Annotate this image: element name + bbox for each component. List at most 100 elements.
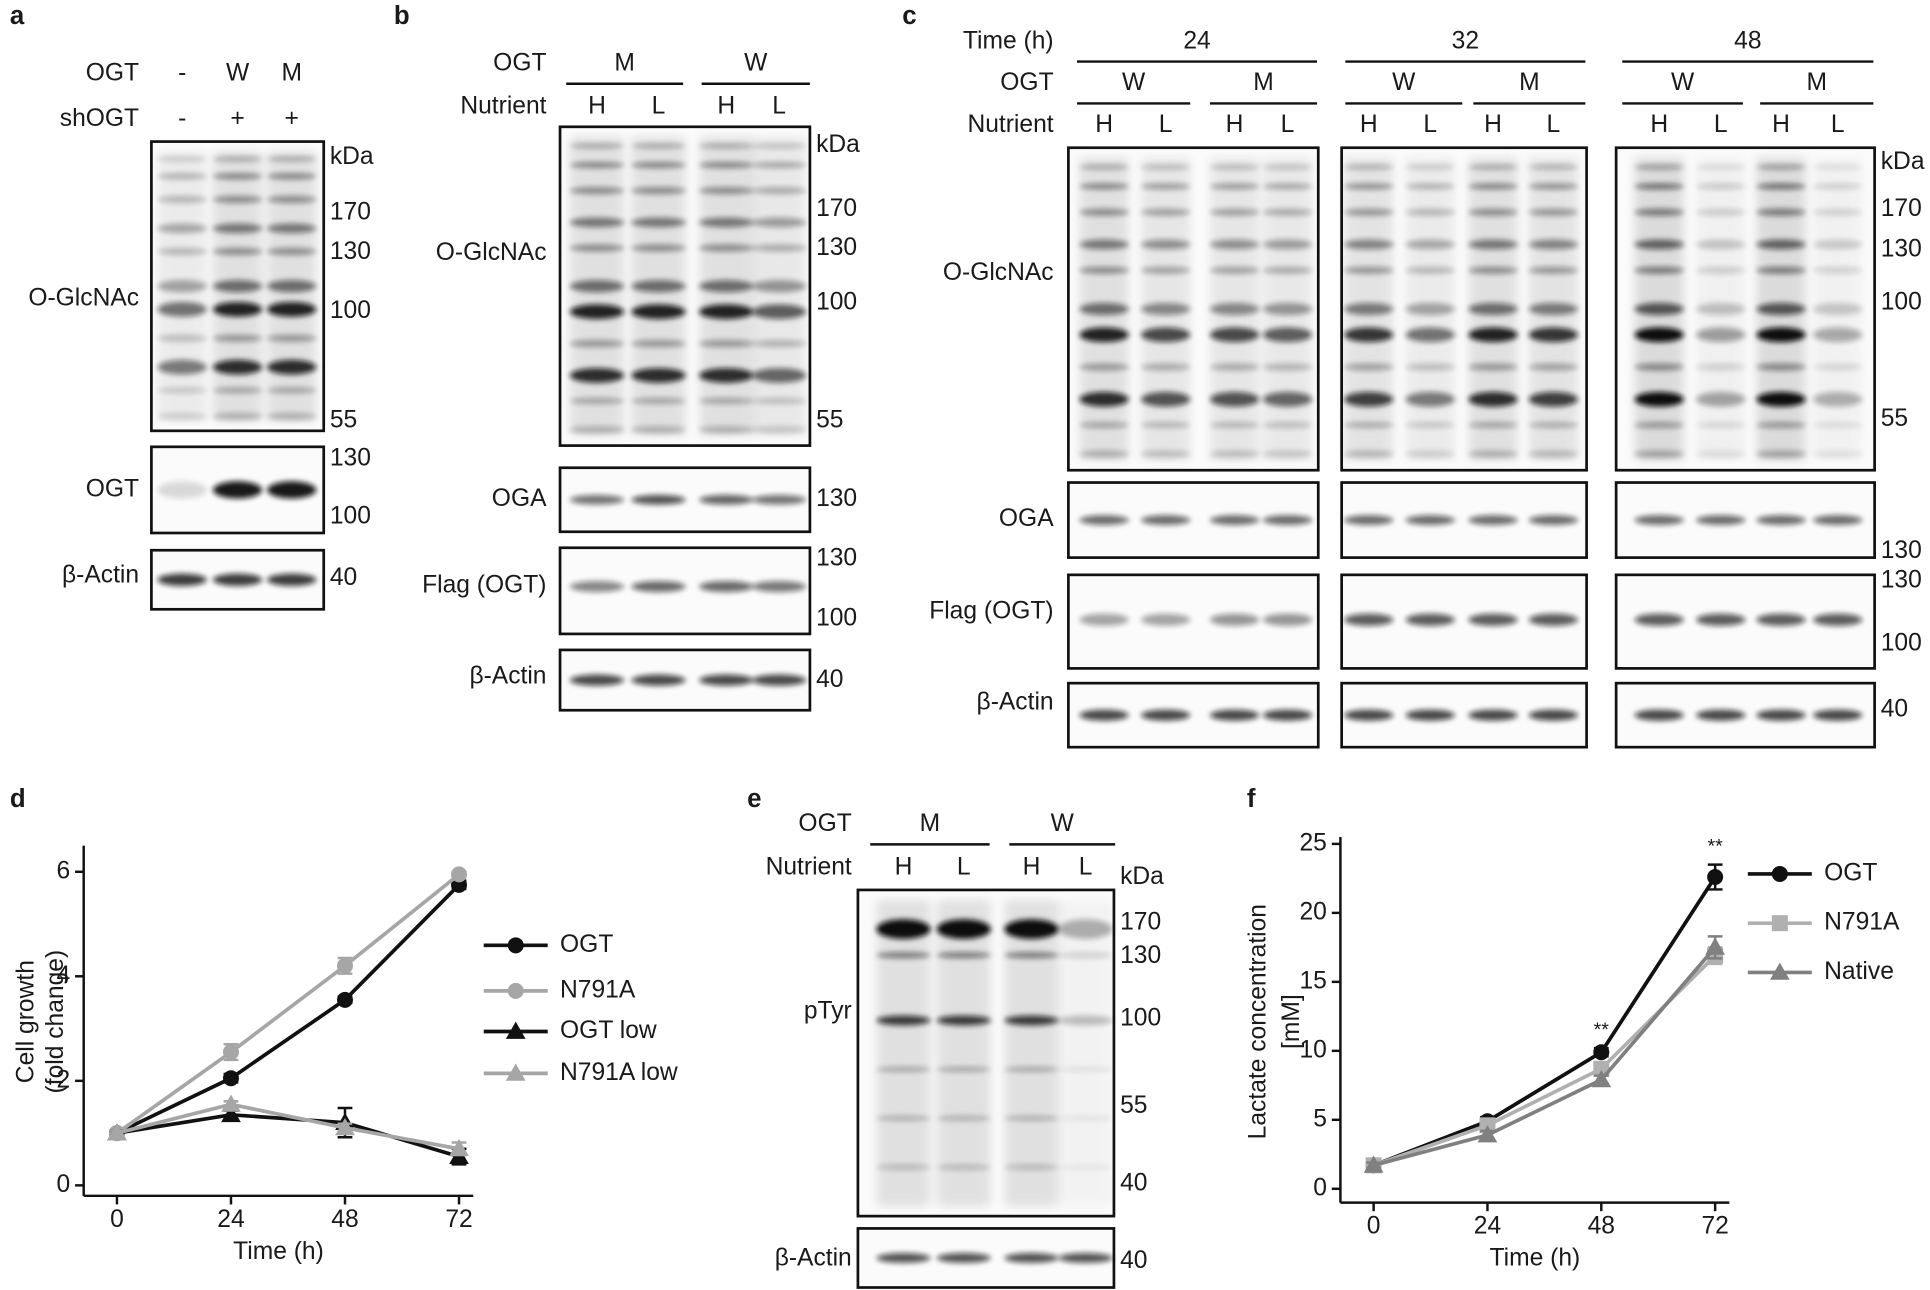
- blot-frame: [856, 1227, 1116, 1289]
- lane-label: H: [588, 93, 606, 120]
- band: [1079, 421, 1129, 429]
- data-point: [336, 991, 353, 1008]
- legend-label: OGT: [560, 931, 613, 958]
- band: [1813, 450, 1863, 458]
- band: [267, 359, 317, 375]
- significance: **: [1707, 836, 1723, 858]
- band: [936, 1015, 991, 1026]
- band: [876, 1253, 931, 1263]
- row-label: OGT: [493, 50, 546, 77]
- band: [1209, 450, 1260, 458]
- band: [1634, 208, 1684, 216]
- band: [1344, 164, 1394, 170]
- band: [212, 173, 263, 180]
- legend-label: N791A: [560, 976, 636, 1003]
- row-label: OGT: [798, 810, 851, 837]
- band: [699, 397, 754, 405]
- band: [1756, 391, 1806, 407]
- band: [631, 143, 686, 149]
- significance: **: [1594, 1019, 1610, 1041]
- band: [212, 156, 263, 162]
- lane-smear: [876, 899, 931, 1207]
- blot-frame: [558, 466, 812, 534]
- band: [1634, 515, 1684, 525]
- group-label: W: [1671, 69, 1695, 96]
- data-point: [221, 1094, 241, 1112]
- band: [1209, 613, 1260, 626]
- data-point: [1593, 1044, 1610, 1061]
- lane-label: L: [1714, 111, 1728, 138]
- blot-label: β-Actin: [62, 562, 139, 589]
- band: [752, 339, 807, 348]
- band: [752, 425, 807, 434]
- band: [1634, 450, 1684, 458]
- lane-smear: [936, 899, 991, 1207]
- band: [267, 247, 317, 256]
- band: [569, 580, 625, 593]
- blot: [1067, 146, 1876, 472]
- band: [631, 368, 686, 383]
- band: [1262, 515, 1313, 525]
- band: [752, 397, 807, 405]
- band: [1141, 709, 1191, 721]
- band: [1528, 327, 1578, 343]
- size-marker: 130: [330, 238, 371, 265]
- band: [157, 412, 207, 421]
- x-tick-label: 72: [445, 1206, 472, 1233]
- group-label: 24: [1183, 27, 1210, 54]
- band: [212, 301, 263, 317]
- band: [1528, 302, 1578, 316]
- band: [752, 143, 807, 149]
- band: [569, 161, 625, 169]
- group-label: M: [1807, 69, 1828, 96]
- data-point: [451, 866, 468, 883]
- band: [1528, 391, 1578, 407]
- band: [699, 186, 754, 195]
- size-marker: 100: [816, 605, 857, 632]
- band: [267, 280, 317, 293]
- band: [1004, 919, 1059, 939]
- lane-label: H: [1650, 111, 1668, 138]
- band: [1756, 450, 1806, 458]
- band: [1813, 266, 1863, 274]
- panel-letter: d: [10, 785, 26, 813]
- band: [699, 143, 754, 149]
- band: [212, 195, 263, 204]
- band: [267, 481, 317, 499]
- size-marker: 40: [1120, 1170, 1147, 1197]
- band: [1528, 208, 1578, 216]
- group-label: W: [1051, 810, 1075, 837]
- band: [1079, 327, 1129, 343]
- blot-frame: [856, 888, 1116, 1218]
- band: [569, 674, 625, 686]
- band: [1468, 421, 1518, 429]
- lane-label: H: [1772, 111, 1790, 138]
- blot: [1067, 573, 1876, 670]
- band: [212, 223, 263, 234]
- size-marker: 100: [1881, 629, 1922, 656]
- band: [699, 161, 754, 169]
- band: [1141, 208, 1191, 216]
- band: [1079, 391, 1129, 407]
- band: [1058, 1015, 1113, 1026]
- band: [752, 304, 807, 320]
- lane-label: L: [772, 93, 786, 120]
- size-marker: 100: [816, 288, 857, 315]
- band: [1468, 183, 1518, 190]
- blot: [856, 1227, 1116, 1289]
- size-marker: 40: [330, 564, 357, 591]
- band: [569, 339, 625, 348]
- band: [157, 301, 207, 317]
- band: [212, 280, 263, 293]
- blot: [558, 648, 812, 712]
- band: [1141, 302, 1191, 316]
- group-label: 48: [1734, 27, 1761, 54]
- band: [1468, 391, 1518, 407]
- legend-label: Native: [1824, 958, 1894, 985]
- size-marker: 130: [816, 234, 857, 261]
- y-tick-label: 2: [56, 1066, 70, 1093]
- band: [1634, 709, 1684, 721]
- band: [1405, 183, 1455, 190]
- band: [1344, 208, 1394, 216]
